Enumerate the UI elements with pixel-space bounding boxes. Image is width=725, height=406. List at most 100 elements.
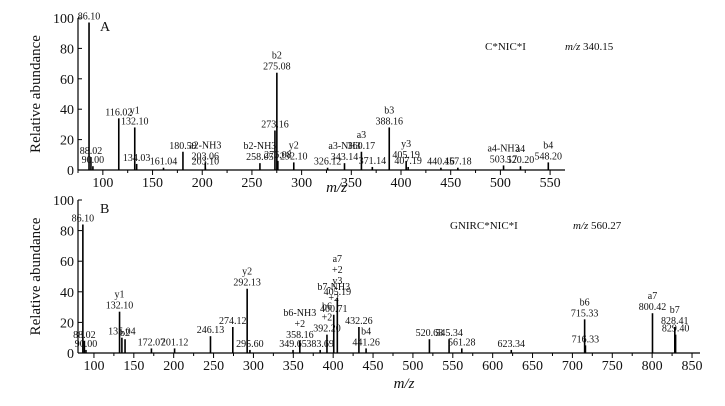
x-tick-label: 100 <box>83 359 104 374</box>
peak-label: 135.04 <box>108 327 136 338</box>
peak-label: 246.13 <box>197 325 225 336</box>
y-tick-label: 80 <box>60 225 74 240</box>
x-tick-label: 300 <box>291 176 312 191</box>
x-tick-label: 150 <box>142 176 163 191</box>
spectrum-panel-a: 0 20 40 60 80 100 100 150 200 250 300 350 400 450 500 5… <box>28 12 614 196</box>
peak-label: 520.68 <box>416 328 444 339</box>
peak-label: 457.18 <box>444 157 472 168</box>
x-tick-label: 150 <box>123 359 144 374</box>
peak-label: 90.00 <box>82 155 105 166</box>
peak-label: a3 <box>357 130 366 141</box>
peak-label: 405.19 <box>392 150 420 161</box>
x-tick-label: 800 <box>642 359 663 374</box>
x-tick-label: 450 <box>440 176 461 191</box>
peak-label: 132.10 <box>121 116 149 127</box>
peak-label: y1 <box>115 290 125 301</box>
peak-label: b7-NH3 <box>317 282 350 293</box>
y-tick-label: 60 <box>60 73 74 88</box>
peak-label: y2 <box>242 267 252 278</box>
x-axis-title: m/z <box>326 180 347 196</box>
peak-label: 203.10 <box>192 157 220 168</box>
peak-label: 715.33 <box>571 308 599 319</box>
peak-label: 180.59 <box>169 141 197 152</box>
peak-label: b2-NH3 <box>244 141 277 152</box>
peak-label: 343.14 <box>331 152 359 163</box>
peak-label: 407.19 <box>394 156 422 167</box>
precursor-mz: m/z 340.15 <box>565 41 614 53</box>
x-tick-label: 400 <box>391 176 412 191</box>
peak-label: 276.08 <box>264 150 292 161</box>
y-tick-label: 40 <box>60 103 74 118</box>
peak-label: 360.17 <box>348 141 376 152</box>
x-tick-label: 250 <box>241 176 262 191</box>
peak-label: 440.16 <box>427 157 455 168</box>
peak-label: 201.12 <box>161 337 189 348</box>
peak-label: 545.34 <box>435 328 463 339</box>
peak-label: b6 <box>322 302 332 313</box>
peak-label: 116.02 <box>105 107 132 118</box>
precursor-mz: m/z 560.27 <box>573 220 622 232</box>
x-tick-label: 400 <box>323 359 344 374</box>
x-tick-label: 200 <box>163 359 184 374</box>
peak-label: b2 <box>272 51 282 62</box>
peak-label: 503.17 <box>490 154 518 165</box>
peak-label: 548.20 <box>535 151 563 162</box>
peak-label: a7 <box>333 254 342 265</box>
x-tick-label: 850 <box>682 359 703 374</box>
peak-label: 520.20 <box>507 155 535 166</box>
y-tick-label: 0 <box>67 164 74 179</box>
panel-letter: A <box>100 20 111 35</box>
peak-label: 561.28 <box>448 337 476 348</box>
peak-label: b4 <box>543 140 553 151</box>
peak-label: 829.40 <box>662 324 690 335</box>
y-axis-title: Relative abundance <box>28 35 44 153</box>
peak-label: 623.34 <box>498 339 526 350</box>
peak-label: 432.26 <box>345 316 373 327</box>
peak-label: 349.65 <box>279 339 307 350</box>
peak-label: 800.42 <box>639 302 667 313</box>
peak-label: b4 <box>361 326 371 337</box>
x-tick-label: 700 <box>562 359 583 374</box>
y-tick-label: 0 <box>67 347 74 362</box>
peak-label: 134.03 <box>123 153 151 164</box>
x-axis-title: m/z <box>394 376 415 392</box>
peak-label: a3-NH3 <box>328 141 360 152</box>
peak-label: +2 <box>332 265 343 276</box>
peak-label: 326.12 <box>314 157 342 168</box>
peak-label: 371.14 <box>359 156 387 167</box>
y-axis-title: Relative abundance <box>28 217 44 335</box>
peak-label: y1 <box>130 105 140 116</box>
peak-label: 828.41 <box>661 316 689 327</box>
x-tick-label: 450 <box>363 359 384 374</box>
peak-label: 90.00 <box>75 339 98 350</box>
peak-label: 400.71 <box>320 304 348 315</box>
peak-label: 388.16 <box>375 116 403 127</box>
y-tick-label: 20 <box>60 134 74 149</box>
peak-label: 203.06 <box>192 151 220 162</box>
peak-label: 88.02 <box>80 146 103 157</box>
peak-label: 716.33 <box>572 334 600 345</box>
peak-label: 132.10 <box>106 301 134 312</box>
peak-label: 161.04 <box>150 157 178 168</box>
peak-label: 292.10 <box>280 151 308 162</box>
peak-label: +2 <box>322 313 333 324</box>
peak-label: b2 <box>120 328 130 339</box>
peak-label: 392.20 <box>313 324 341 335</box>
y-tick-label: 40 <box>60 286 74 301</box>
y-tick-label: 100 <box>53 12 74 27</box>
peak-label: 358.16 <box>286 330 314 341</box>
panel-letter: B <box>100 202 109 217</box>
peptide-sequence: C*NIC*I <box>485 41 526 53</box>
peak-label: 275.08 <box>263 62 291 73</box>
peak-label: y2 <box>289 140 299 151</box>
spectrum-panel-b: 0 20 40 60 80 100 100 150 200 250 300 350 400 450 500 5… <box>28 194 703 392</box>
peak-label: a4 <box>516 144 525 155</box>
x-tick-label: 200 <box>192 176 213 191</box>
x-tick-label: 100 <box>92 176 113 191</box>
y-tick-label: 60 <box>60 255 74 270</box>
peak-label: 273.16 <box>261 119 289 130</box>
peak-label: 383.69 <box>306 339 334 350</box>
x-tick-label: 350 <box>341 176 362 191</box>
y-tick-label: 20 <box>60 316 74 331</box>
y-tick-label: 100 <box>53 194 74 209</box>
